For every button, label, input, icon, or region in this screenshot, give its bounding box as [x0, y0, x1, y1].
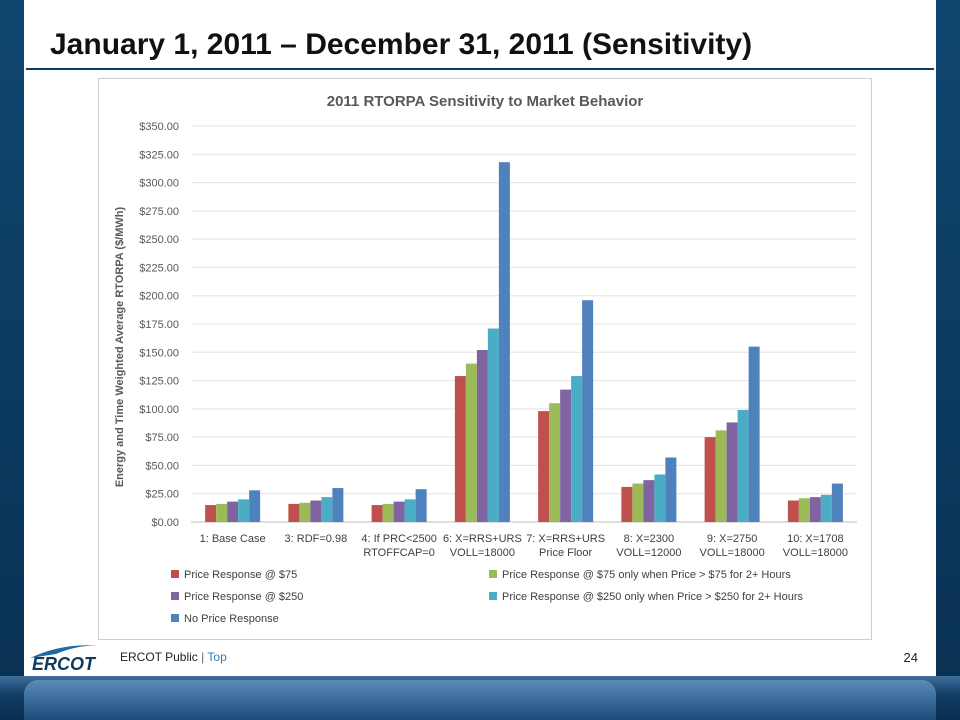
x-tick-label: 9: X=2750 VOLL=18000 — [700, 533, 765, 559]
bar — [216, 503, 228, 522]
x-tick-label: 3: RDF=0.98 — [285, 533, 348, 545]
bar — [654, 474, 666, 522]
title-divider — [26, 68, 934, 70]
right-frame — [936, 0, 960, 720]
bar — [582, 300, 594, 522]
y-tick-label: $0.00 — [151, 517, 179, 529]
legend-label: Price Response @ $75 — [184, 569, 297, 581]
bar — [549, 403, 561, 522]
bar — [787, 500, 799, 522]
y-tick-label: $50.00 — [145, 460, 179, 472]
legend-label: No Price Response — [184, 613, 279, 625]
x-axis-labels: 1: Base Case 3: RDF=0.98 4: If PRC<2500 RTO… — [200, 533, 848, 559]
bar — [643, 480, 655, 522]
legend-swatch — [489, 570, 497, 578]
bar — [404, 499, 416, 522]
legend-label: Price Response @ $250 — [184, 591, 303, 603]
y-tick-label: $175.00 — [139, 319, 179, 331]
bar — [393, 501, 405, 522]
chart-title: 2011 RTORPA Sensitivity to Market Behavi… — [327, 93, 644, 110]
bar — [205, 505, 217, 522]
y-tick-label: $325.00 — [139, 149, 179, 161]
bar — [415, 489, 427, 522]
bar — [476, 350, 488, 522]
top-link[interactable]: Top — [207, 650, 227, 664]
bar — [665, 457, 677, 522]
y-tick-label: $275.00 — [139, 206, 179, 218]
bar — [227, 501, 239, 522]
legend-label: Price Response @ $75 only when Price > $… — [502, 569, 791, 581]
legend-swatch — [489, 592, 497, 600]
bar — [632, 483, 644, 522]
y-tick-label: $25.00 — [145, 489, 179, 501]
footer: ERCOT Public | Top — [120, 650, 227, 664]
x-tick-label: 1: Base Case — [200, 533, 266, 545]
footer-classification: ERCOT Public — [120, 650, 198, 664]
legend-swatch — [171, 570, 179, 578]
bar — [809, 497, 821, 522]
bar — [560, 389, 572, 522]
y-tick-label: $125.00 — [139, 376, 179, 388]
page-number: 24 — [903, 650, 918, 665]
footer-separator: | — [201, 650, 205, 664]
y-tick-label: $150.00 — [139, 347, 179, 359]
y-tick-label: $300.00 — [139, 178, 179, 190]
slide-title: January 1, 2011 – December 31, 2011 (Sen… — [50, 28, 753, 61]
bar — [748, 346, 760, 522]
bar — [465, 363, 477, 522]
ercot-logo: ERCOT — [30, 645, 102, 674]
legend-swatch — [171, 592, 179, 600]
left-frame — [0, 0, 24, 720]
bar — [288, 503, 300, 522]
bar — [382, 503, 394, 522]
bottom-banner — [0, 676, 960, 720]
x-tick-label: 10: X=1708 VOLL=18000 — [783, 533, 848, 559]
y-axis-ticks: $0.00 $25.00 $50.00 $75.00 $100.00 $125.00 $15… — [139, 121, 179, 529]
legend-swatch — [171, 614, 179, 622]
y-tick-label: $225.00 — [139, 262, 179, 274]
y-tick-label: $350.00 — [139, 121, 179, 133]
bar — [310, 500, 322, 522]
bar — [538, 411, 550, 522]
bar-chart: 2011 RTORPA Sensitivity to Market Behavi… — [114, 93, 857, 625]
y-tick-label: $100.00 — [139, 404, 179, 416]
bar — [820, 494, 832, 522]
legend-label: Price Response @ $250 only when Price > … — [502, 591, 804, 603]
bottom-banner-inner — [24, 680, 936, 720]
bar — [299, 502, 311, 522]
x-tick-label: 7: X=RRS+URS Price Floor — [526, 533, 605, 559]
logo-swoosh — [30, 645, 102, 658]
y-tick-label: $200.00 — [139, 291, 179, 303]
chart-legend: Price Response @ $75 Price Response @ $75… — [171, 569, 804, 625]
y-tick-label: $75.00 — [145, 432, 179, 444]
y-axis-label: Energy and Time Weighted Average RTORPA … — [114, 206, 126, 487]
x-tick-label: 6: X=RRS+URS VOLL=18000 — [443, 533, 522, 559]
logo-wordmark: ERCOT — [32, 654, 97, 674]
bar — [454, 376, 466, 522]
bar — [238, 499, 250, 522]
y-tick-label: $250.00 — [139, 234, 179, 246]
bar — [831, 483, 843, 522]
bar — [715, 430, 727, 522]
gridlines — [191, 125, 857, 523]
bar — [737, 409, 749, 522]
chart-container: 2011 RTORPA Sensitivity to Market Behavi… — [98, 78, 872, 640]
bar — [371, 505, 383, 522]
bar — [498, 162, 510, 522]
x-tick-label: 8: X=2300 VOLL=12000 — [616, 533, 681, 559]
bar — [487, 328, 499, 522]
bar — [621, 486, 633, 522]
x-tick-label: 4: If PRC<2500 RTOFFCAP=0 — [361, 533, 437, 559]
bar — [798, 498, 810, 522]
bar-series — [205, 162, 843, 522]
bar — [571, 376, 583, 522]
bar — [332, 488, 344, 522]
bar — [321, 497, 333, 522]
bar — [704, 437, 716, 522]
slide-panel: January 1, 2011 – December 31, 2011 (Sen… — [24, 0, 936, 676]
bar — [249, 490, 261, 522]
bar — [726, 422, 738, 522]
